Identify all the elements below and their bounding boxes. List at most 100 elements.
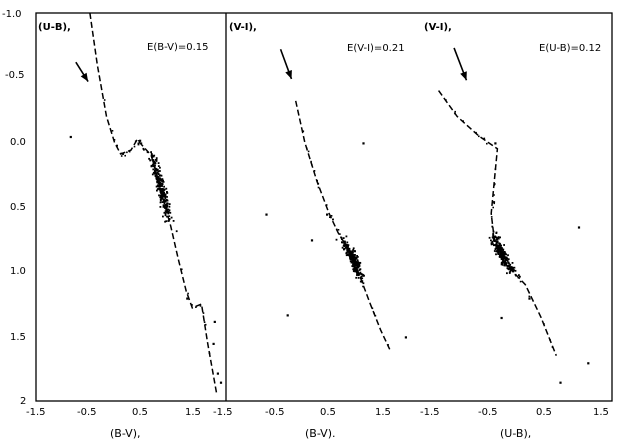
star-point — [151, 164, 154, 166]
star-point — [341, 246, 344, 249]
star-point — [166, 202, 169, 205]
star-point — [493, 184, 496, 186]
star-point — [355, 257, 358, 260]
star-point — [504, 257, 506, 260]
star-point — [156, 188, 159, 191]
x-axis-ticks: -1.5 -0.5 0.5 1.5 -1.5 -0.5 0.5 1.5 -1.5… — [26, 407, 609, 418]
star-point — [103, 99, 106, 101]
star-point — [352, 258, 355, 261]
star-point — [355, 266, 358, 269]
star-point — [490, 216, 493, 218]
star-point — [162, 192, 165, 195]
star-point — [317, 182, 320, 185]
star-point — [493, 201, 496, 203]
star-point — [153, 154, 156, 157]
panel-2 — [265, 48, 407, 350]
plot-frame — [35, 12, 613, 402]
star-point — [353, 268, 355, 271]
star-point — [352, 256, 355, 258]
star-point — [361, 280, 364, 282]
star-point — [511, 270, 514, 272]
star-point — [357, 263, 360, 266]
field-star-point — [219, 381, 223, 384]
field-star-point — [577, 226, 581, 229]
star-point — [501, 263, 504, 265]
star-point — [161, 178, 164, 180]
star-point — [162, 204, 165, 207]
star-point — [137, 143, 140, 146]
star-point — [496, 237, 499, 239]
star-point — [362, 285, 364, 288]
star-point — [158, 182, 161, 184]
star-point — [361, 277, 364, 280]
star-point — [155, 159, 157, 161]
star-point — [445, 99, 447, 101]
star-point — [148, 157, 150, 160]
star-point — [158, 194, 160, 197]
isochrone-line — [437, 90, 557, 356]
star-point — [156, 184, 159, 187]
star-point — [356, 255, 358, 257]
star-point — [504, 263, 506, 266]
x-axis-title: (B-V), — [110, 427, 140, 440]
star-point — [159, 190, 162, 193]
chart-marks — [69, 12, 590, 395]
y-tick-label: -1.0 — [2, 9, 22, 20]
star-point — [352, 259, 354, 261]
star-point — [348, 249, 351, 252]
star-point — [168, 215, 171, 217]
star-point — [494, 235, 497, 238]
star-point — [493, 237, 495, 239]
star-point — [358, 263, 361, 266]
star-point — [172, 220, 175, 222]
star-point — [165, 220, 168, 223]
star-point — [120, 152, 123, 155]
star-point — [116, 144, 118, 147]
star-point — [156, 178, 158, 181]
star-point — [168, 209, 171, 212]
star-point — [519, 275, 521, 278]
star-point — [349, 257, 352, 260]
star-point — [346, 247, 349, 250]
star-point — [355, 270, 358, 272]
star-point — [159, 174, 162, 177]
star-point — [495, 232, 498, 234]
star-point — [167, 220, 170, 222]
star-point — [499, 256, 501, 258]
field-star-point — [587, 362, 590, 365]
star-point — [165, 198, 168, 201]
star-point — [166, 196, 168, 198]
star-point — [341, 241, 343, 244]
panel-y-label: (V-I), — [424, 22, 452, 33]
star-point — [166, 215, 168, 218]
star-point — [163, 185, 165, 188]
star-point — [140, 142, 143, 144]
star-point — [503, 264, 506, 267]
star-point — [164, 210, 167, 213]
star-point — [493, 250, 496, 252]
y-tick-label: 1.5 — [10, 332, 26, 343]
star-point — [149, 159, 152, 162]
star-point — [509, 263, 512, 266]
star-point — [495, 250, 498, 253]
star-point — [509, 268, 512, 271]
star-point — [454, 110, 456, 113]
field-star-point — [186, 297, 189, 300]
star-point — [354, 262, 356, 264]
star-point — [347, 251, 349, 253]
x-axis-titles: (B-V), (B-V). (U-B), — [110, 427, 531, 440]
star-point — [501, 261, 504, 264]
star-point — [164, 194, 167, 197]
star-point — [359, 262, 362, 264]
star-point — [157, 170, 160, 173]
star-point — [357, 265, 360, 268]
star-point — [357, 266, 360, 269]
star-point — [475, 131, 477, 134]
star-point — [492, 234, 495, 236]
star-point — [155, 160, 158, 162]
star-point — [155, 168, 158, 170]
star-point — [346, 253, 349, 256]
star-point — [126, 151, 128, 154]
star-point — [154, 161, 156, 164]
field-star-point — [528, 297, 531, 300]
